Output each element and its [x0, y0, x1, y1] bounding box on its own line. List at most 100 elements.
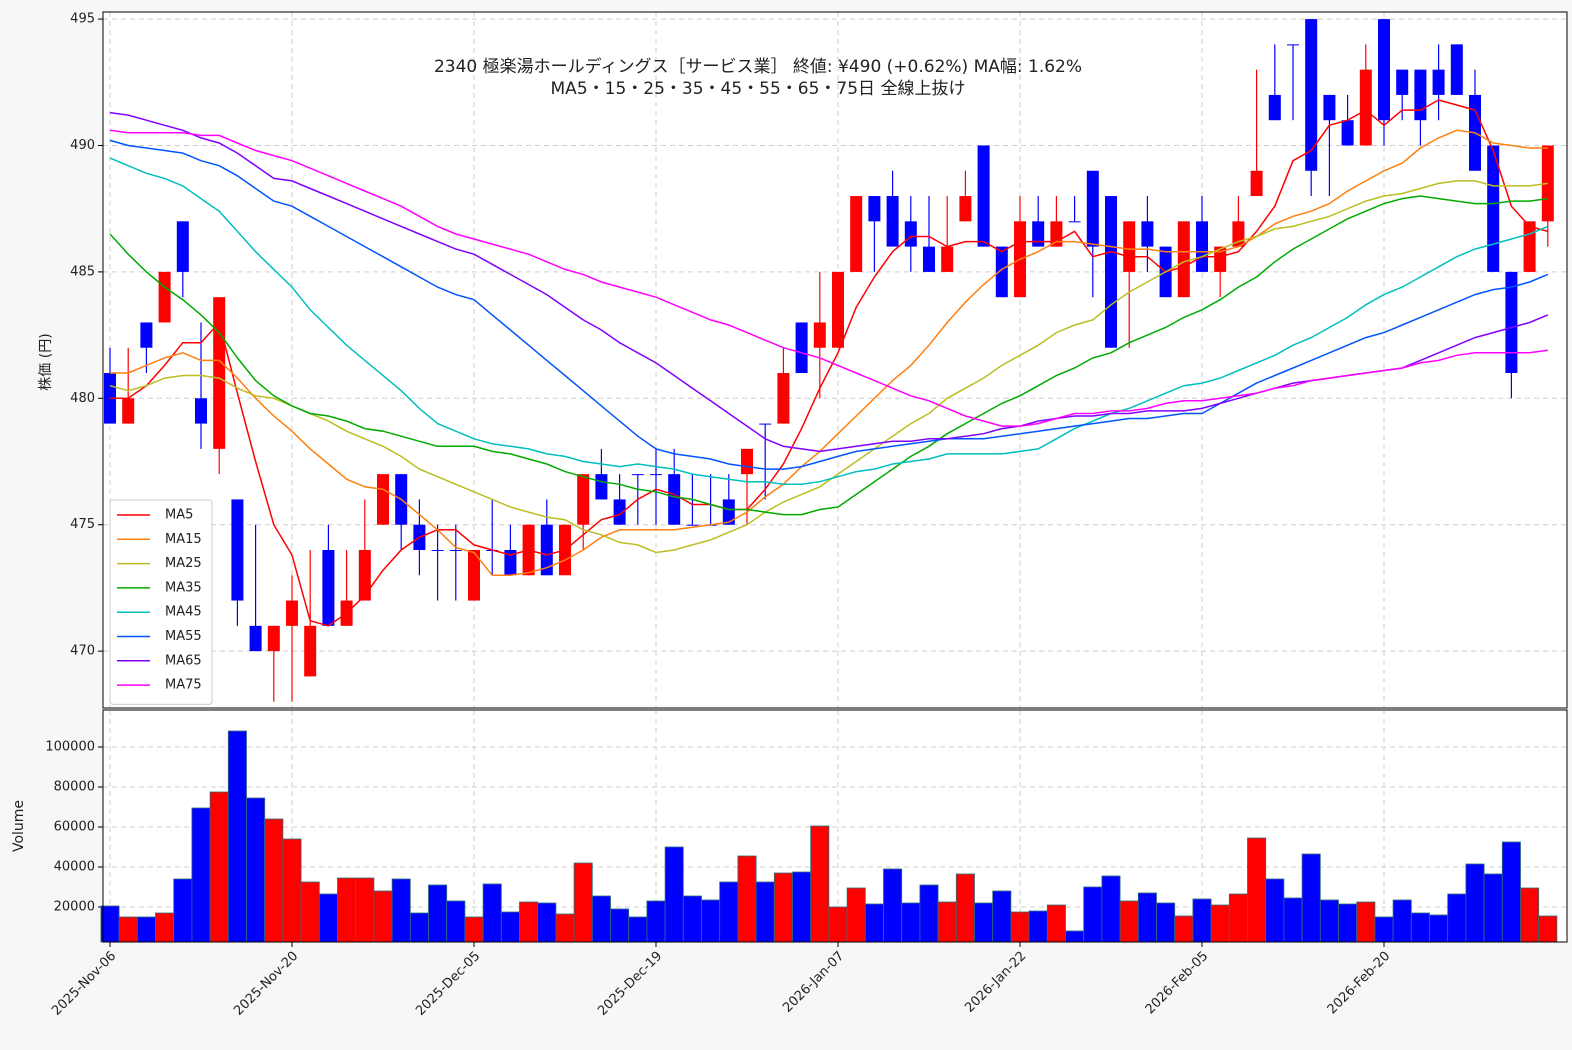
y-tick-label: 495 [70, 12, 95, 27]
price-frame [102, 11, 1568, 709]
candle-body [759, 423, 772, 425]
volume-bar [810, 825, 830, 943]
volume-bar [300, 881, 320, 943]
candle-body [267, 625, 280, 652]
volume-bar [1228, 893, 1248, 943]
volume-bar [318, 893, 338, 943]
legend-label: MA5 [165, 508, 193, 523]
candle-body [1414, 69, 1427, 121]
candle-body [1177, 221, 1190, 298]
ma-line [110, 129, 1548, 577]
candle-body [1086, 170, 1099, 247]
volume-bar [955, 873, 975, 943]
candle-body [868, 196, 881, 222]
volume-bar [846, 887, 866, 943]
volume-bar [755, 881, 775, 943]
candle-body [1396, 69, 1409, 95]
volume-bar [628, 916, 648, 943]
volume-bar [428, 884, 448, 943]
candle-body [795, 322, 808, 374]
candle-body [850, 196, 863, 272]
x-tick-label: 2025-Dec-05 [413, 949, 483, 1019]
volume-bar [1265, 878, 1285, 943]
y-tick-label: 470 [70, 644, 95, 659]
volume-bar [1010, 911, 1030, 943]
volume-bar [1028, 910, 1048, 943]
volume-bar [773, 872, 793, 943]
candle-body [813, 322, 826, 348]
volume-bar [1156, 902, 1176, 943]
candle-body [832, 271, 844, 348]
volume-bar [883, 868, 903, 943]
candle-body [886, 196, 899, 247]
candle-body [504, 549, 517, 576]
x-tick-label: 2026-Jan-07 [780, 949, 847, 1016]
candle-body [1050, 221, 1063, 247]
volume-bar [1174, 915, 1194, 943]
volume-bar [264, 818, 284, 943]
candle-body [1123, 221, 1136, 272]
volume-bar [1319, 899, 1339, 943]
ma-line [109, 195, 1548, 516]
candle-body [1341, 120, 1354, 146]
y-tick-label: 20000 [54, 900, 95, 915]
candle-body [231, 499, 244, 601]
volume-bar [646, 900, 666, 943]
volume-bar [282, 838, 302, 943]
volume-bar [919, 884, 939, 943]
candle-body [977, 145, 990, 247]
candle-body [449, 549, 462, 551]
candle-body [176, 221, 189, 272]
volume-bar [1338, 903, 1358, 943]
volume-frame [102, 709, 1568, 943]
candle-body [904, 221, 917, 247]
candle-body [1450, 44, 1463, 95]
volume-bar [464, 916, 484, 943]
candle-body [158, 271, 171, 323]
candle-body [1487, 145, 1500, 272]
volume-bar [555, 913, 575, 943]
candle-body [995, 246, 1008, 298]
candle-body [122, 398, 135, 424]
volume-bar [864, 903, 884, 943]
volume-bar [664, 846, 684, 943]
legend-label: MA35 [165, 580, 202, 595]
volume-bar [937, 901, 957, 943]
volume-bar [792, 871, 812, 943]
volume-bar [719, 881, 739, 943]
candle-body [140, 322, 153, 348]
volume-bar [682, 895, 702, 943]
candle-body [1378, 19, 1390, 121]
volume-bar [1483, 873, 1503, 943]
volume-bar [1301, 853, 1321, 943]
candle-body [468, 549, 480, 601]
candle-body [741, 448, 753, 475]
candle-body [923, 246, 935, 272]
candle-body [722, 499, 735, 525]
volume-bar [173, 878, 193, 943]
y-tick-label: 100000 [45, 740, 95, 755]
candle-body [377, 474, 389, 525]
volume-bar [1392, 899, 1412, 943]
candle-body [358, 549, 371, 601]
volume-bar [1065, 930, 1085, 943]
candle-body [1032, 221, 1045, 247]
candle-body [577, 474, 590, 525]
volume-bar [1210, 904, 1230, 943]
candle-body [1359, 69, 1372, 146]
candle-body [304, 625, 317, 677]
ma-line [110, 99, 1548, 627]
candle-body [1268, 94, 1281, 121]
candle-body [1141, 221, 1154, 247]
legend-label: MA75 [165, 678, 202, 693]
volume-bar [1046, 904, 1066, 943]
volume-bar [1192, 898, 1212, 943]
candle-body [431, 549, 444, 551]
candle-body [213, 297, 226, 449]
legend-label: MA25 [165, 556, 202, 571]
volume-bar [974, 902, 994, 943]
volume-bar [1538, 915, 1558, 943]
volume-bar [992, 890, 1012, 943]
candle-body [1196, 221, 1208, 272]
volume-bar [901, 902, 921, 943]
